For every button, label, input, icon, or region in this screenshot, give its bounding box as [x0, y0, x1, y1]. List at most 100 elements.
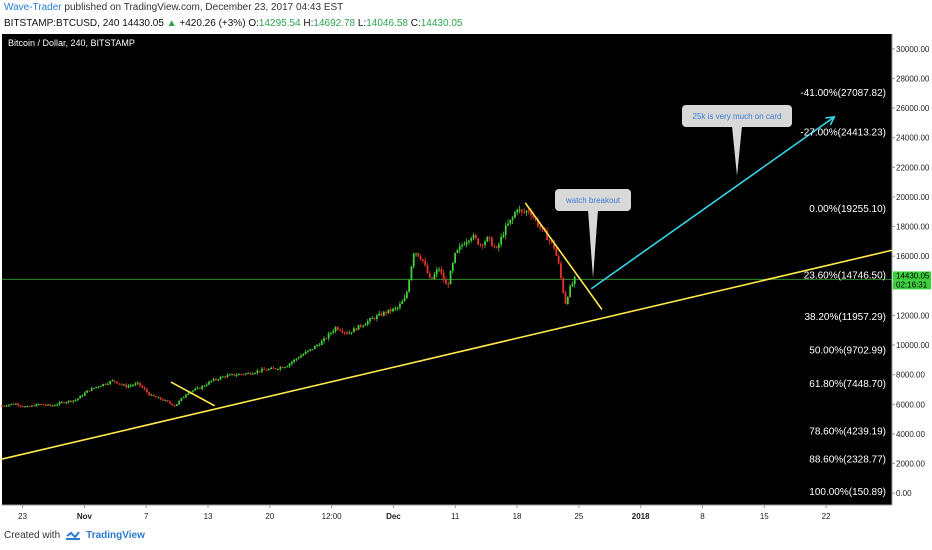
candle-body [86, 390, 89, 393]
candle-body [364, 324, 367, 326]
candle-body [297, 357, 300, 359]
candle-body [44, 404, 47, 406]
candle-body [281, 367, 284, 369]
candle-body [332, 331, 335, 333]
candle-body [408, 280, 411, 292]
candle-body [270, 367, 273, 369]
candle-body [468, 240, 470, 243]
candle-body [410, 266, 413, 281]
candle-body [525, 210, 528, 213]
candle-body [339, 329, 342, 331]
candle-body [267, 368, 270, 371]
candle-body [42, 404, 45, 406]
plot-area[interactable] [2, 34, 892, 505]
x-tick-label: 22 [822, 512, 831, 521]
candle-body [419, 256, 422, 260]
fib-level-label: 50.00%(9702.99) [809, 345, 886, 356]
tradingview-link[interactable]: TradingView [86, 530, 145, 541]
candle-body [35, 404, 38, 407]
candle-body [392, 308, 394, 312]
fib-level-label: 38.20%(11957.29) [804, 312, 886, 323]
high-label: H: [303, 18, 314, 29]
candle-body [389, 309, 392, 312]
candle-body [323, 338, 325, 342]
candle-body [353, 328, 355, 333]
x-tick-label: Nov [77, 512, 93, 521]
candle-body [251, 373, 254, 375]
candle-body [385, 311, 388, 314]
candle-body [19, 405, 22, 407]
candle-body [221, 376, 224, 378]
candle-body [37, 404, 40, 406]
candle-body [447, 283, 450, 285]
y-tick-label: 16000.00 [896, 252, 930, 261]
candle-body [433, 274, 436, 279]
y-tick-label: 18000.00 [896, 223, 930, 232]
candle-body [325, 338, 328, 340]
trendline-short-resistance-nov[interactable] [170, 381, 215, 407]
candle-body [65, 402, 68, 404]
candle-body [445, 279, 447, 284]
fib-level-label: 61.80%(7448.70) [809, 379, 886, 390]
candle-body [435, 269, 438, 275]
candle-body [208, 381, 210, 385]
candle-body [67, 400, 70, 403]
candle-body [486, 236, 489, 242]
candle-body [162, 399, 164, 401]
y-tick-label: 0.00 [896, 489, 912, 498]
candle-body [277, 368, 279, 370]
candle-body [56, 404, 59, 406]
countdown-tag-label: 02:16:31 [896, 280, 928, 289]
candle-body [426, 265, 429, 274]
candle-body [571, 284, 574, 287]
candle-body [307, 350, 309, 352]
candle-body [516, 209, 519, 213]
candle-body [560, 263, 562, 279]
candle-body [500, 236, 503, 245]
candle-body [539, 225, 542, 228]
candle-body [132, 384, 135, 386]
candle-body [125, 384, 128, 388]
trendline-support[interactable] [1, 249, 893, 460]
candle-body [212, 378, 215, 381]
candle-body [458, 246, 461, 250]
countdown-tag [893, 280, 931, 290]
candle-body [311, 349, 314, 351]
candle-body [146, 389, 148, 393]
candle-body [240, 374, 243, 376]
candle-body [166, 400, 169, 402]
candle-body [26, 406, 29, 408]
candle-body [139, 382, 141, 386]
candle-body [47, 404, 49, 406]
created-with-text: Created with [4, 530, 61, 541]
candle-body [83, 392, 86, 396]
candle-body [79, 395, 82, 399]
x-tick-label: 13 [204, 512, 213, 521]
candle-body [17, 403, 20, 406]
candle-body [173, 405, 176, 407]
trendline-short-resistance-dec[interactable] [524, 202, 603, 310]
candle-body [210, 380, 213, 382]
candle-body [566, 296, 569, 304]
candle-body [123, 384, 125, 386]
candle-body [120, 383, 123, 385]
candle-body [532, 215, 535, 218]
callout-25k-target[interactable]: 25k is very much on card [682, 105, 792, 176]
candle-body [553, 242, 555, 249]
price-chart[interactable]: Bitcoin / Dollar, 240, BITSTAMP -41.00%(… [0, 32, 932, 528]
candle-body [362, 325, 365, 327]
x-tick-label: 20 [265, 512, 274, 521]
candle-body [109, 381, 112, 384]
candle-body [31, 405, 33, 407]
candle-body [169, 401, 171, 404]
fib-level-label: 0.00%(19255.10) [809, 204, 886, 215]
close-value: 14430.05 [420, 18, 463, 29]
candle-body [507, 223, 509, 226]
candle-body [231, 374, 233, 376]
candle-body [203, 385, 206, 387]
candle-body [295, 358, 298, 360]
candle-body [49, 404, 52, 406]
author-link[interactable]: Wave-Trader [4, 2, 62, 13]
callout-watch-breakout[interactable]: watch breakout [555, 189, 631, 278]
trendline-target-arrow[interactable] [590, 116, 835, 290]
